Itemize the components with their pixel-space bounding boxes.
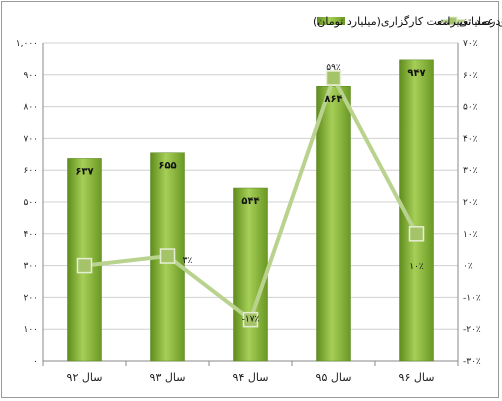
y2-tick-label: ۴۰٪: [463, 134, 478, 144]
y-tick-label: ۵۰۰: [23, 198, 38, 208]
bar-data-label: ۹۴۷: [407, 68, 425, 79]
y-tick-label: ۹۰۰: [23, 71, 38, 81]
legend: مجموع درآمدهای عملیاتی صنعت کارگزاری(میل…: [313, 14, 502, 28]
bar-data-label: ۶۳۷: [75, 166, 93, 177]
x-tick-label: سال ۹۴: [233, 371, 269, 384]
y-tick-label: ۱۰۰: [23, 325, 38, 335]
y-tick-label: ۶۰۰: [23, 166, 38, 176]
bar: [233, 187, 268, 362]
y2-tick-label: ۵۰٪: [463, 103, 478, 113]
x-tick-label: سال ۹۶: [399, 371, 435, 384]
x-tick-label: سال ۹۲: [67, 371, 103, 384]
y2-tick-label: ۰٪: [463, 262, 473, 272]
line-data-label: ۳٪: [183, 256, 193, 266]
y2-tick-label: -۲۰٪: [463, 325, 481, 335]
legend-line-marker: [448, 16, 458, 26]
legend-line-label: درصد تغییرات: [437, 15, 500, 28]
change-marker: [76, 257, 93, 274]
change-marker: [408, 226, 425, 242]
change-marker: [325, 70, 342, 86]
data-labels: ۶۳۷ ۶۵۵ ۵۴۴ ۸۶۴ ۹۴۷ ۳٪ -۱۷٪ ۵۹٪ ۱۰٪: [75, 63, 425, 325]
bar: [316, 85, 351, 362]
axes: ۰ ۱۰۰ ۲۰۰ ۳۰۰ ۴۰۰ ۵۰۰ ۶۰۰ ۷۰۰ ۸۰۰ ۹۰۰ ۱,۰۰۰ -۳۰٪ -۲۰…: [16, 39, 481, 384]
y-tick-label: ۳۰۰: [23, 262, 38, 272]
y-tick-label: ۰: [33, 357, 38, 367]
y-tick-label: ۱,۰۰۰: [16, 39, 38, 49]
y-tick-label: ۷۰۰: [23, 134, 38, 144]
line-data-label: ۵۹٪: [326, 63, 341, 73]
y2-tick-label: ۳۰٪: [463, 166, 478, 176]
y2-tick-label: -۱۰٪: [463, 293, 481, 303]
line-data-label: ۱۰٪: [409, 262, 424, 272]
y-tick-label: ۲۰۰: [23, 293, 38, 303]
y2-tick-label: -۳۰٪: [463, 357, 481, 367]
y2-tick-label: ۷۰٪: [463, 39, 478, 49]
bar-data-label: ۶۵۵: [158, 161, 176, 172]
y-tick-label: ۴۰۰: [23, 230, 38, 240]
bar-data-label: ۸۶۴: [324, 94, 342, 105]
x-tick-label: سال ۹۳: [150, 371, 186, 384]
line-data-label: -۱۷٪: [242, 315, 260, 325]
bar-data-label: ۵۴۴: [241, 196, 259, 207]
y2-tick-label: ۲۰٪: [463, 198, 478, 208]
y-tick-label: ۸۰۰: [23, 103, 38, 113]
legend-bar-swatch: [317, 17, 345, 25]
y2-tick-label: ۱۰٪: [463, 230, 478, 240]
x-tick-label: سال ۹۵: [316, 371, 352, 384]
change-marker: [242, 311, 259, 328]
change-marker: [159, 248, 176, 264]
y2-tick-label: ۶۰٪: [463, 71, 478, 81]
change-line: [76, 70, 425, 328]
